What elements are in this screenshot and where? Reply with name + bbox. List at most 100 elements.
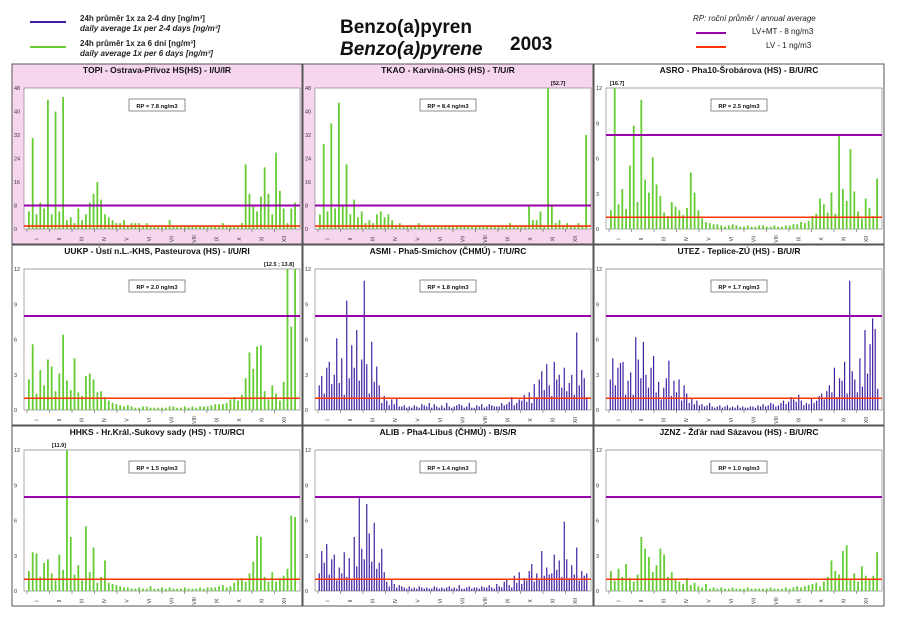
panel-2-annotation: [52.7] xyxy=(551,81,566,87)
panel-1-month-label: IX xyxy=(214,236,220,241)
panel-5-rp-box xyxy=(419,279,477,293)
panel-9-ytick: 6 xyxy=(596,519,599,525)
panel-5-month-label: VII xyxy=(460,417,466,423)
panel-9-ytick: 9 xyxy=(596,483,599,489)
chart-panels: TOPI - Ostrava-Přívoz HS(HS) - I/U/IR 0 8 1… xyxy=(11,63,885,607)
panel-2-month-label: IX xyxy=(505,236,511,241)
panel-6-ytick: 12 xyxy=(596,267,602,273)
panel-9-month-label: IX xyxy=(796,598,802,603)
panel-1-ytick: 40 xyxy=(14,110,20,116)
panel-1-month-label: I xyxy=(34,238,40,239)
panel-7-ytick: 12 xyxy=(14,448,20,454)
panel-6-month-label: V xyxy=(706,418,712,422)
panel-3-ytick: 0 xyxy=(596,227,599,233)
panel-3-ytick: 3 xyxy=(596,192,599,198)
panel-8-rp-label: RP = 1.4 ng/m3 xyxy=(427,466,469,472)
legend-lv-label: LV - 1 ng/m3 xyxy=(766,41,812,50)
panel-9-month-label: III xyxy=(661,599,667,603)
panel-3-month-label: V xyxy=(706,237,712,241)
panel-7-rp-label: RP = 1.5 ng/m3 xyxy=(136,466,178,472)
legend-left: 24h průměr 1x za 2-4 dny [ng/m³] daily a… xyxy=(30,14,220,58)
panel-3-ytick: 12 xyxy=(596,86,602,92)
panel-3-title: ASRO - Pha10-Šrobárova (HS) - B/U/RC xyxy=(660,64,819,75)
panel-3-month-label: III xyxy=(661,237,667,241)
panel-9-ytick: 0 xyxy=(596,589,599,595)
panel-9: JZNZ - Žďár nad Sázavou (HS) - B/U/RC 0 3 6… xyxy=(593,425,885,607)
panel-5-month-label: IV xyxy=(393,417,399,422)
panel-1-month-label: II xyxy=(57,238,63,241)
panel-2-month-label: II xyxy=(348,238,354,241)
panel-1-rp-label: RP = 7.8 ng/m3 xyxy=(136,104,178,110)
panel-7-month-label: X xyxy=(237,599,243,603)
panel-4-ytick: 6 xyxy=(14,338,17,344)
legend-lvmt-label: LV+MT - 8 ng/m3 xyxy=(752,27,814,36)
panel-1-ytick: 8 xyxy=(14,204,17,210)
panel-9-month-label: VII xyxy=(751,598,757,604)
panel-7-month-label: VII xyxy=(169,598,175,604)
panel-1-month-label: VIII xyxy=(192,235,198,243)
panel-5-rp-label: RP = 1.8 ng/m3 xyxy=(427,285,469,291)
panel-4-month-label: I xyxy=(34,419,40,420)
panel-7-ytick: 9 xyxy=(14,483,17,489)
panel-3-month-label: IX xyxy=(796,236,802,241)
panel-4-month-label: IV xyxy=(102,417,108,422)
title-year: 2003 xyxy=(510,34,552,55)
panel-1-month-label: XI xyxy=(259,237,265,242)
panel-4-rp-box xyxy=(128,279,186,293)
panel-6: UTEZ - Teplice-ZÚ (HS) - B/U/R 0 3 6 9 12 RP =… xyxy=(593,244,885,426)
panel-7-month-label: III xyxy=(79,599,85,603)
panel-2-month-label: I xyxy=(325,238,331,239)
panel-8-month-label: IX xyxy=(505,598,511,603)
panel-9-ytick: 12 xyxy=(596,448,602,454)
panel-8-month-label: III xyxy=(370,599,376,603)
panel-5-month-label: V xyxy=(415,418,421,422)
panel-1-rp-box xyxy=(128,98,186,112)
panel-9-month-label: II xyxy=(639,600,645,603)
panel-3-month-label: VII xyxy=(751,236,757,242)
panel-9-title: JZNZ - Žďár nad Sázavou (HS) - B/U/RC xyxy=(659,426,818,437)
header-title: Benzo(a)pyren Benzo(a)pyrene 2003 xyxy=(340,17,552,60)
panel-9-rp-label: RP = 1.0 ng/m3 xyxy=(718,466,760,472)
panel-8-month-label: V xyxy=(415,599,421,603)
panel-2-ytick: 48 xyxy=(305,86,311,92)
panel-4-title: UUKP - Ústí n.L.-KHS, Pasteurova (HS) - … xyxy=(64,245,249,256)
panel-7-ytick: 0 xyxy=(14,589,17,595)
panel-1-month-label: III xyxy=(79,237,85,241)
panel-6-month-label: I xyxy=(616,419,622,420)
panel-3: ASRO - Pha10-Šrobárova (HS) - B/U/RC 0 3 6 9… xyxy=(593,63,885,245)
panel-5-month-label: VIII xyxy=(483,416,489,424)
title-english: Benzo(a)pyrene xyxy=(340,39,483,60)
panel-5-ytick: 0 xyxy=(305,408,308,414)
panel-8-month-label: X xyxy=(528,599,534,603)
panel-5-month-label: XI xyxy=(550,418,556,423)
panel-6-month-label: IX xyxy=(796,417,802,422)
panel-4: UUKP - Ústí n.L.-KHS, Pasteurova (HS) - … xyxy=(11,244,303,426)
panel-9-rp-box xyxy=(710,460,768,474)
panel-2-month-label: VIII xyxy=(483,235,489,243)
panel-1-month-label: V xyxy=(124,237,130,241)
panel-4-ytick: 9 xyxy=(14,302,17,308)
panel-3-month-label: II xyxy=(639,238,645,241)
panel-4-rp-label: RP = 2.0 ng/m3 xyxy=(136,285,178,291)
panel-2-ytick: 24 xyxy=(305,157,311,163)
panel-4-month-label: VII xyxy=(169,417,175,423)
panel-7-month-label: IX xyxy=(214,598,220,603)
panel-2-ytick: 40 xyxy=(305,110,311,116)
panel-9-month-label: I xyxy=(616,600,622,601)
panel-2-ytick: 0 xyxy=(305,227,308,233)
panel-2-ytick: 32 xyxy=(305,133,311,139)
panel-4-month-label: VI xyxy=(147,418,153,423)
panel-5-month-label: IX xyxy=(505,417,511,422)
panel-2-ytick: 8 xyxy=(305,204,308,210)
panel-6-month-label: VI xyxy=(729,418,735,423)
panel-8-month-label: XI xyxy=(550,599,556,604)
panel-8-month-label: IV xyxy=(393,598,399,603)
panel-6-month-label: XI xyxy=(841,418,847,423)
panel-9-month-label: XI xyxy=(841,599,847,604)
panel-7-title: HHKS - Hr.Král.-Sukovy sady (HS) - T/U/R… xyxy=(70,427,245,437)
panel-3-month-label: XI xyxy=(841,237,847,242)
panel-5-ytick: 6 xyxy=(305,338,308,344)
panel-4-month-label: XII xyxy=(282,417,288,423)
panel-3-month-label: XII xyxy=(864,236,870,242)
